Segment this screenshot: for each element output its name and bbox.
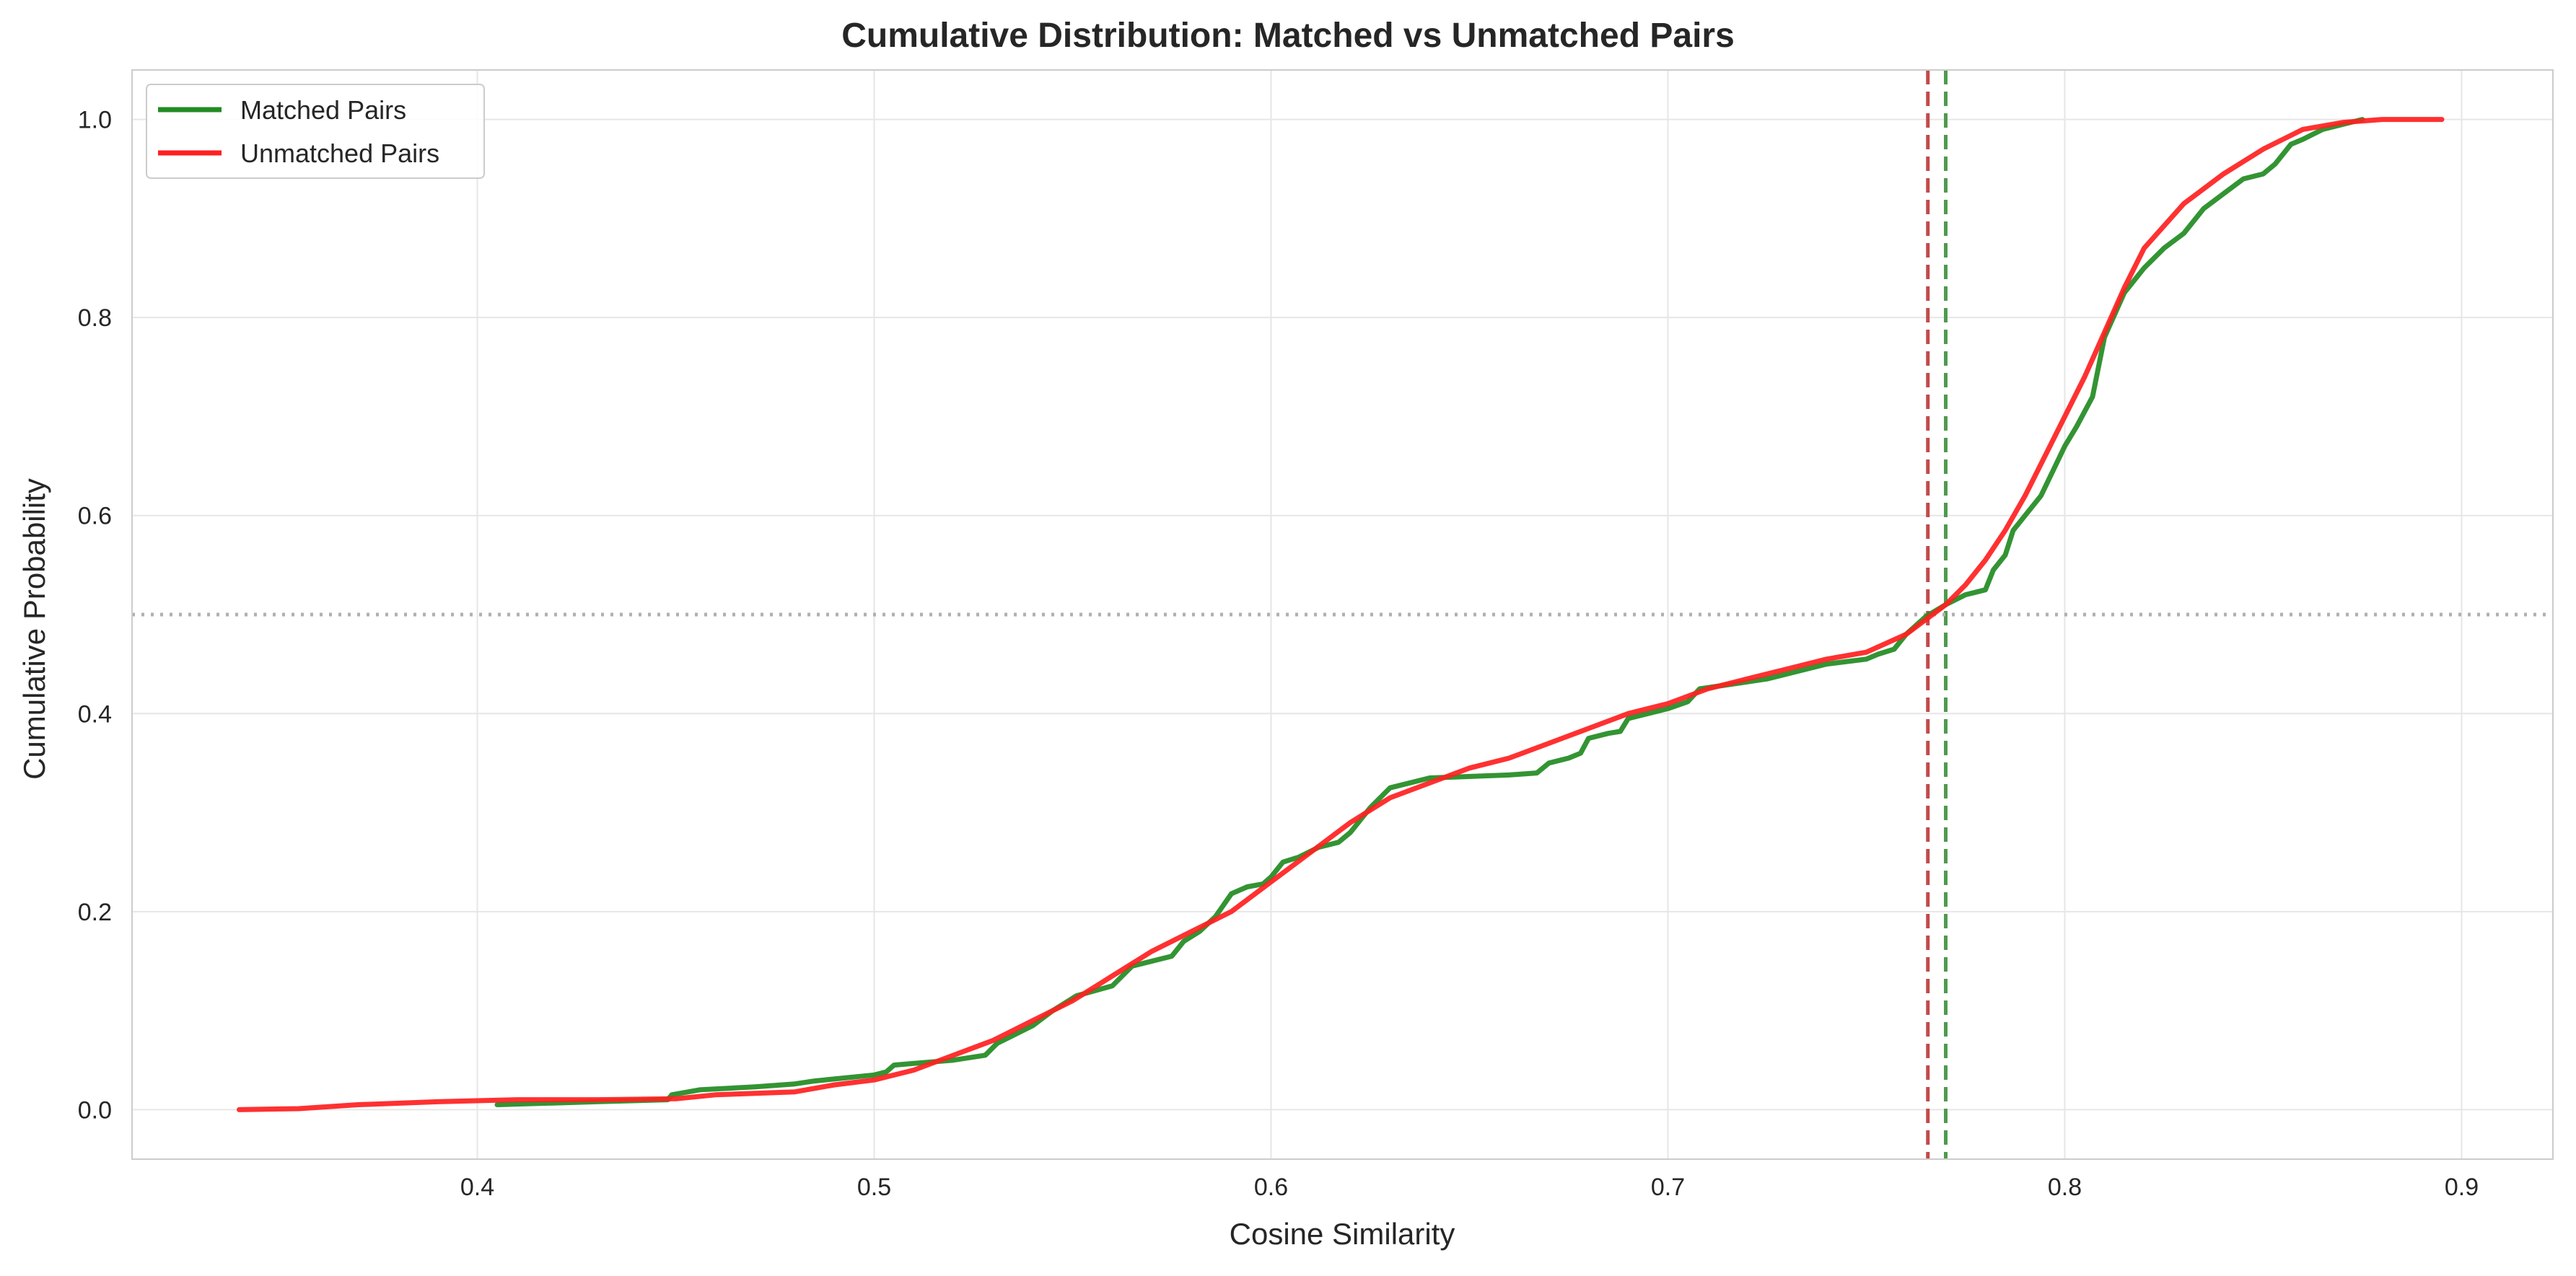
y-tick-label: 1.0 [78, 107, 112, 134]
x-axis-label: Cosine Similarity [1230, 1217, 1455, 1251]
y-tick-label: 0.6 [78, 503, 112, 530]
y-tick-label: 0.0 [78, 1096, 112, 1124]
x-tick-label: 0.8 [2048, 1174, 2082, 1201]
series-lines [237, 117, 2445, 1112]
x-tick-label: 0.6 [1254, 1174, 1288, 1201]
legend: Matched Pairs Unmatched Pairs [146, 84, 485, 179]
plot-frame [131, 69, 2554, 1160]
tick-labels: 0.4 0.5 0.6 0.7 0.8 0.9 0.0 0.2 0.4 0.6 0.8 1.0 [78, 107, 2479, 1201]
series-line-unmatched [237, 117, 2445, 1112]
y-axis-label: Cumulative Probability [17, 478, 51, 780]
y-tick-label: 0.4 [78, 700, 112, 728]
x-tick-label: 0.9 [2445, 1174, 2479, 1201]
x-tick-label: 0.7 [1651, 1174, 1685, 1201]
chart-title: Cumulative Distribution: Matched vs Unma… [841, 17, 1735, 55]
y-tick-label: 0.8 [78, 304, 112, 332]
x-tick-label: 0.5 [857, 1174, 891, 1201]
legend-label-matched: Matched Pairs [240, 95, 406, 125]
y-tick-label: 0.2 [78, 899, 112, 926]
legend-label-unmatched: Unmatched Pairs [240, 138, 439, 168]
legend-box [146, 84, 485, 179]
x-tick-label: 0.4 [460, 1174, 494, 1201]
